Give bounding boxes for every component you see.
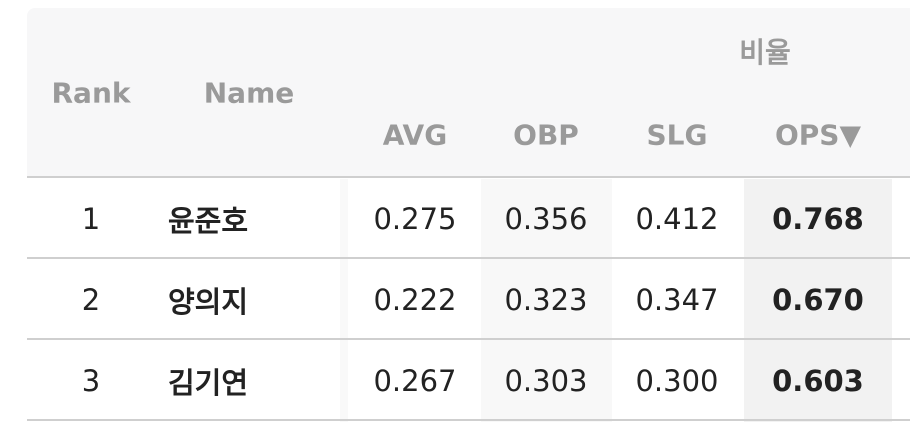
column-shade [744,179,892,422]
cell: 0.670 [772,282,864,317]
player-name: 김기연 [168,365,249,400]
cell: 0.603 [772,363,864,398]
cell: 3 [81,363,101,398]
column-header: Name [203,76,295,110]
cell: 0.323 [504,282,588,317]
player-name: 양의지 [168,284,249,319]
column-shade [340,179,348,422]
column-header: OPS▼ [774,118,862,152]
column-header: Rank [51,76,131,110]
row-separator [27,176,910,178]
column-header: OBP [513,118,579,152]
cell: 0.275 [373,201,457,236]
cell: 0.347 [635,282,719,317]
column-header: SLG [646,118,708,152]
row-separator [27,338,910,340]
cell: 0.300 [635,363,719,398]
table-header [27,8,910,177]
cell: 1 [81,201,101,236]
column-shade [481,179,612,422]
cell: 0.412 [635,201,719,236]
cell: 0.768 [772,201,864,236]
row-separator [27,419,910,421]
cell: 0.303 [504,363,588,398]
group-header: 비율 [739,36,791,69]
player-name: 윤준호 [168,203,249,238]
cell: 2 [81,282,101,317]
cell: 0.356 [504,201,588,236]
row-separator [27,257,910,259]
column-header: AVG [382,118,448,152]
cell: 0.222 [373,282,457,317]
cell: 0.267 [373,363,457,398]
